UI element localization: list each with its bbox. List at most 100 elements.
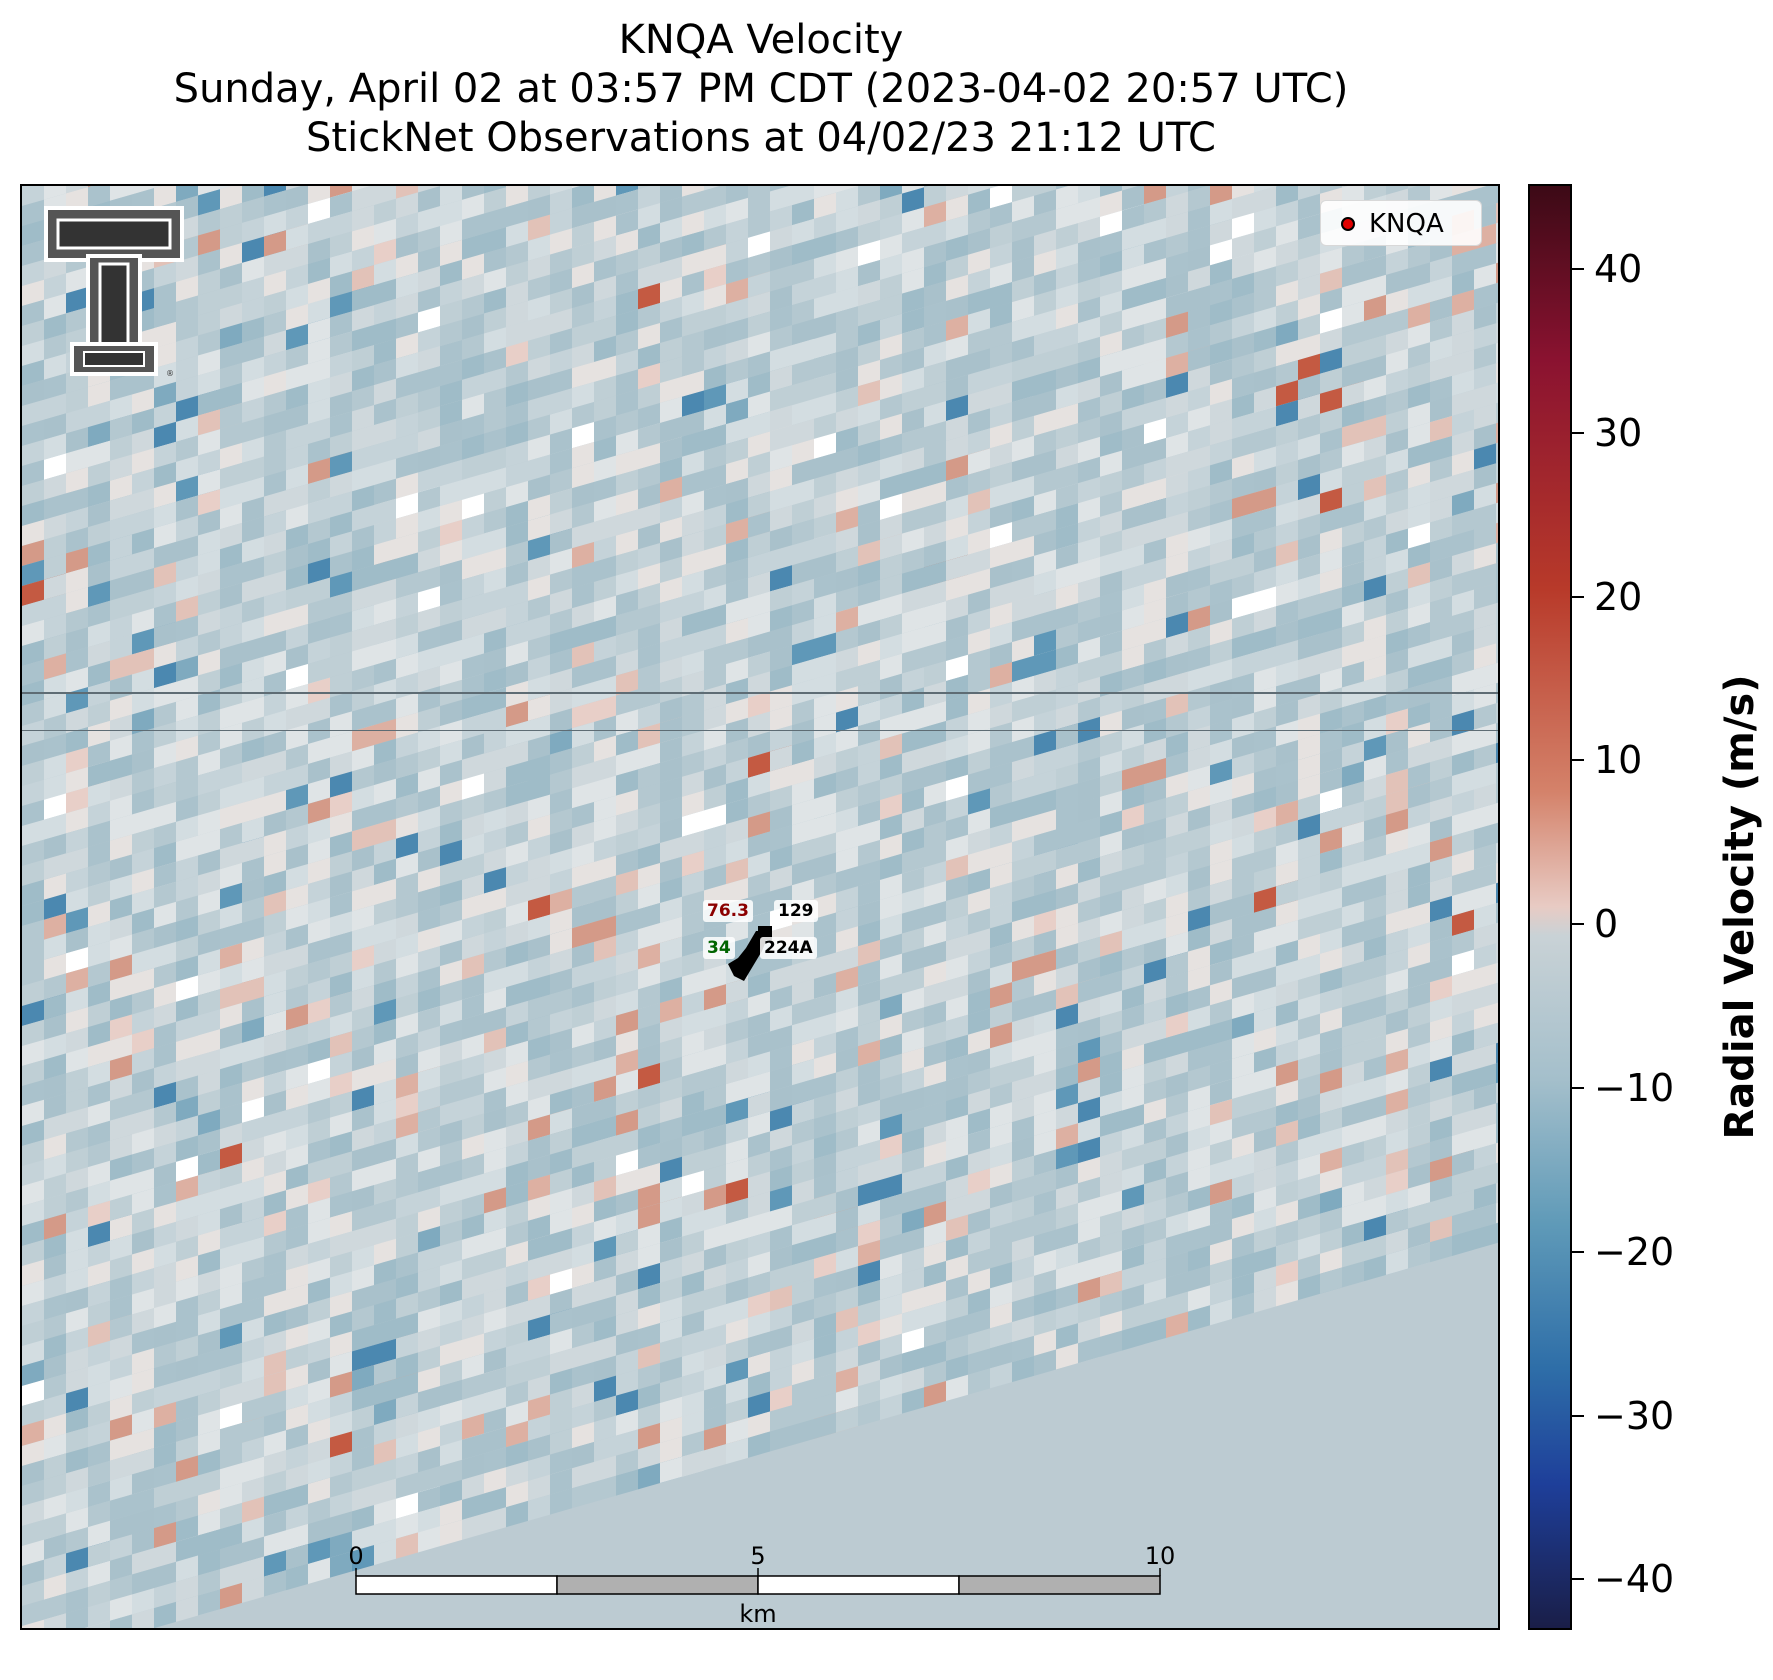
velocity-cell	[198, 189, 220, 216]
velocity-cell	[484, 287, 506, 314]
velocity-cell	[198, 309, 220, 336]
velocity-cell	[1232, 212, 1254, 240]
velocity-cell	[1166, 271, 1188, 298]
velocity-cell	[1430, 355, 1452, 383]
velocity-cell	[198, 369, 220, 396]
velocity-cell	[286, 563, 308, 591]
velocity-cell	[1122, 297, 1166, 331]
velocity-cell	[1232, 312, 1254, 340]
velocity-cell	[814, 252, 836, 279]
velocity-cell	[1452, 269, 1474, 296]
velocity-cell	[110, 508, 154, 541]
velocity-cell	[594, 495, 616, 522]
velocity-cell	[110, 588, 154, 621]
velocity-cell	[924, 341, 946, 368]
velocity-cell	[902, 207, 924, 234]
radar-map[interactable]: ® KNQA 76.3 129 34 224A 0 5 10 km	[20, 184, 1500, 1630]
velocity-cell	[902, 307, 924, 334]
velocity-cell	[704, 444, 726, 471]
velocity-cell	[528, 394, 550, 421]
velocity-cell	[220, 542, 242, 570]
velocity-cell	[836, 366, 858, 393]
velocity-cell	[1056, 186, 1078, 210]
velocity-cell	[880, 393, 902, 420]
velocity-cell	[1144, 197, 1166, 225]
velocity-cell	[352, 558, 396, 592]
velocity-cell	[858, 499, 880, 527]
velocity-cell	[1452, 349, 1474, 376]
velocity-cell	[330, 211, 352, 238]
velocity-cell	[990, 342, 1012, 369]
velocity-cell	[1034, 249, 1056, 276]
velocity-cell	[484, 267, 506, 294]
velocity-cell	[1210, 299, 1232, 326]
velocity-cell	[1100, 186, 1144, 197]
velocity-cell	[770, 265, 792, 292]
velocity-cell	[990, 362, 1012, 389]
velocity-cell	[968, 408, 990, 435]
velocity-cell	[1254, 306, 1276, 333]
velocity-cell	[528, 574, 550, 601]
velocity-cell	[198, 229, 220, 256]
velocity-cell	[286, 186, 308, 211]
velocity-cell	[1254, 226, 1276, 253]
velocity-cell	[1034, 269, 1056, 296]
velocity-cell	[1056, 283, 1078, 310]
velocity-cell	[660, 186, 682, 204]
velocity-cell	[308, 557, 330, 584]
velocity-cell	[902, 327, 924, 354]
velocity-cell	[418, 546, 440, 573]
velocity-cell	[748, 231, 770, 258]
velocity-cell	[286, 543, 308, 571]
velocity-cell	[286, 203, 308, 231]
velocity-cell	[748, 211, 770, 238]
velocity-cell	[1166, 331, 1188, 358]
velocity-cell	[110, 534, 132, 561]
velocity-cell	[1320, 267, 1342, 294]
velocity-cell	[22, 479, 44, 506]
velocity-cell	[528, 294, 550, 321]
velocity-cell	[44, 593, 66, 620]
velocity-cell	[286, 383, 308, 411]
velocity-cell	[1232, 472, 1254, 500]
velocity-cell	[242, 216, 264, 243]
velocity-cell	[1386, 308, 1408, 335]
velocity-cell	[1232, 186, 1254, 200]
velocity-cell	[44, 493, 66, 520]
velocity-cell	[1078, 416, 1100, 444]
velocity-cell	[66, 587, 88, 614]
velocity-cell	[1144, 237, 1166, 265]
velocity-cell	[1298, 213, 1320, 241]
velocity-cell	[1276, 500, 1298, 527]
velocity-cell	[506, 300, 528, 328]
velocity-cell	[748, 491, 770, 518]
velocity-cell	[1012, 309, 1056, 343]
velocity-cell	[1056, 223, 1078, 250]
velocity-cell	[418, 446, 440, 473]
title-line-1: KNQA Velocity	[618, 17, 904, 63]
velocity-cell	[1056, 423, 1078, 450]
velocity-cell	[1078, 296, 1100, 324]
velocity-cell	[1012, 349, 1056, 383]
velocity-cell	[550, 448, 572, 475]
velocity-cell	[418, 526, 440, 553]
velocity-cell	[198, 429, 220, 456]
velocity-cell	[1320, 367, 1342, 394]
velocity-cell	[594, 475, 616, 502]
velocity-cell	[198, 529, 220, 556]
velocity-cell	[528, 186, 550, 201]
velocity-cell	[1474, 303, 1496, 330]
velocity-cell	[1342, 301, 1364, 328]
velocity-cell	[660, 296, 682, 324]
velocity-cell	[880, 233, 902, 260]
velocity-cell	[1056, 303, 1078, 330]
velocity-cell	[1034, 289, 1056, 316]
velocity-cell	[550, 268, 572, 295]
velocity-cell	[22, 339, 44, 367]
velocity-cell	[638, 263, 660, 290]
velocity-cell	[22, 539, 44, 566]
velocity-cell	[594, 375, 616, 402]
velocity-cell	[1122, 337, 1166, 371]
velocity-cell	[682, 186, 704, 197]
velocity-cell	[330, 571, 352, 598]
